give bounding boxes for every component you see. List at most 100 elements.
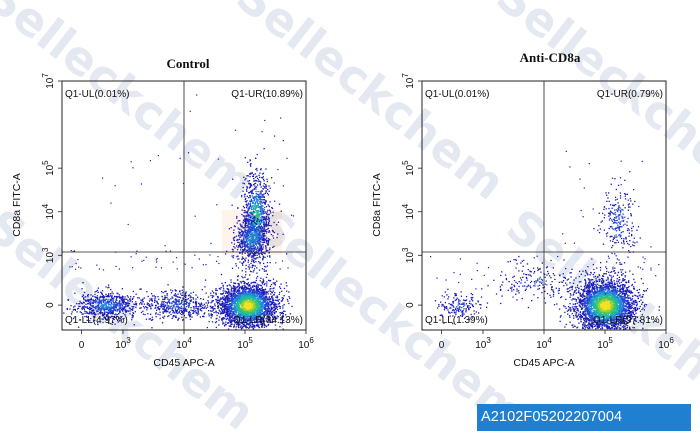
data-point [261, 212, 264, 214]
data-point [269, 247, 271, 249]
data-point [82, 294, 84, 296]
data-point [254, 305, 256, 307]
data-point [135, 303, 137, 305]
data-point [98, 309, 101, 311]
data-point [182, 311, 184, 314]
data-point [145, 306, 147, 308]
data-point [103, 314, 105, 317]
data-point [224, 309, 227, 311]
data-point [252, 250, 254, 252]
data-point [248, 239, 250, 241]
data-point [99, 308, 101, 310]
data-point [272, 299, 274, 301]
data-point [252, 291, 255, 293]
data-point [149, 305, 151, 308]
data-point [162, 308, 164, 310]
data-point [87, 312, 89, 314]
data-point [250, 304, 252, 307]
data-point [121, 288, 123, 290]
data-point [87, 302, 89, 304]
data-point [245, 250, 247, 252]
data-point [251, 281, 253, 284]
data-point [209, 305, 211, 307]
data-point [245, 241, 247, 243]
data-point [255, 168, 257, 170]
data-point [257, 199, 259, 201]
data-point [214, 305, 216, 307]
data-point [253, 210, 255, 213]
data-point [168, 300, 170, 302]
data-point [258, 311, 261, 314]
data-point [195, 298, 197, 300]
data-point [253, 293, 255, 295]
data-point [78, 302, 81, 305]
data-point [246, 292, 248, 294]
data-point [264, 292, 266, 294]
data-point [252, 281, 254, 283]
data-point [234, 305, 237, 307]
data-point [163, 305, 165, 307]
data-point [195, 300, 197, 302]
data-point [102, 309, 104, 311]
data-point [278, 302, 281, 304]
data-point [267, 221, 270, 224]
data-point [230, 316, 233, 319]
data-point [235, 312, 238, 314]
data-point [185, 295, 187, 297]
data-point [268, 312, 270, 314]
data-point [120, 309, 123, 311]
data-point [272, 299, 274, 302]
data-point [155, 313, 157, 315]
data-point [242, 292, 245, 294]
data-point [257, 317, 259, 319]
data-point [251, 192, 253, 195]
data-point [251, 318, 254, 320]
data-point [265, 246, 267, 248]
data-point [258, 180, 261, 182]
data-point [132, 307, 134, 309]
data-point [255, 304, 257, 307]
data-point [248, 306, 250, 308]
data-point [243, 324, 246, 326]
data-point [219, 304, 221, 306]
data-point [254, 310, 256, 312]
data-point [216, 317, 218, 320]
data-point [181, 292, 184, 294]
data-point [275, 296, 277, 298]
data-point [261, 221, 263, 224]
data-point [252, 234, 254, 236]
data-point [182, 319, 184, 321]
data-point [250, 311, 253, 314]
data-point [236, 307, 239, 309]
data-point [266, 296, 268, 298]
data-point [98, 300, 100, 302]
data-point [231, 294, 234, 296]
data-point [109, 307, 111, 309]
data-point [234, 309, 236, 311]
data-point [248, 297, 250, 299]
data-point [254, 313, 256, 315]
data-point [254, 304, 256, 306]
data-point [158, 298, 160, 300]
data-point [201, 288, 203, 291]
data-point [87, 294, 90, 296]
data-point [244, 157, 246, 159]
data-point [252, 231, 254, 234]
data-point [240, 242, 243, 244]
data-point [86, 312, 88, 314]
data-point [239, 251, 241, 254]
data-point [238, 241, 240, 244]
data-point [266, 298, 268, 300]
data-point [245, 327, 247, 329]
data-point [273, 294, 275, 296]
data-point [269, 249, 271, 251]
data-point [243, 194, 246, 196]
data-point [252, 184, 255, 186]
data-point [254, 215, 256, 217]
data-point [288, 291, 290, 293]
data-point [250, 225, 252, 227]
data-point [255, 214, 258, 217]
data-point [228, 284, 230, 286]
data-point [253, 302, 255, 305]
data-point [260, 190, 263, 192]
